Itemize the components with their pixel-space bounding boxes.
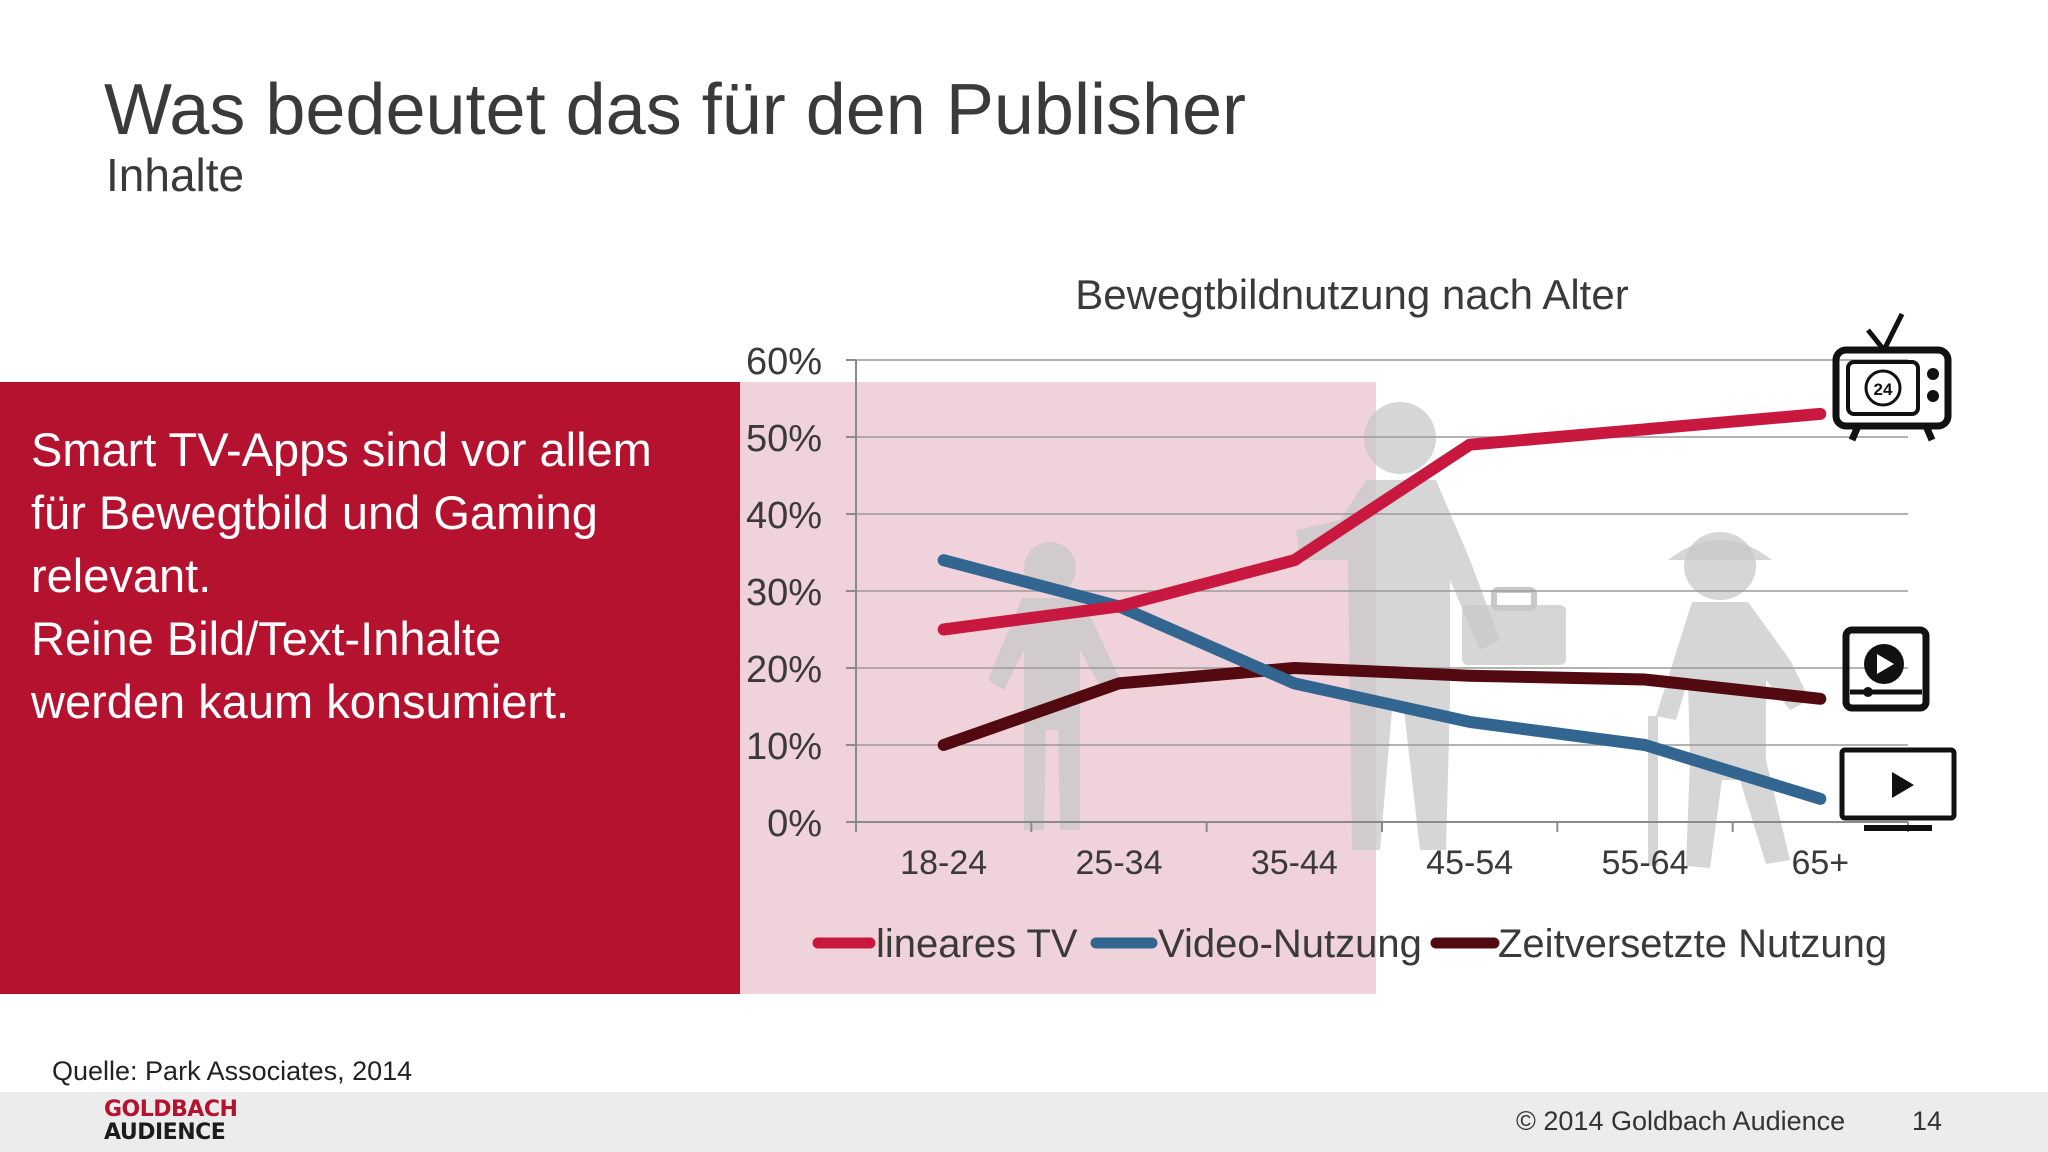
red-highlight-panel: [0, 382, 740, 994]
silhouette-people-icon: [988, 402, 1810, 868]
x-tick-label: 35-44: [1251, 844, 1338, 882]
x-axis-tick-labels: 18-24 25-34 35-44 45-54 55-64 65+: [900, 844, 1849, 882]
panel-text-line: werden kaum konsumiert.: [31, 675, 570, 728]
panel-text-line: für Bewegtbild und Gaming: [31, 486, 598, 539]
copyright-text: © 2014 Goldbach Audience: [1516, 1106, 1846, 1136]
y-tick-label: 30%: [746, 572, 822, 614]
y-tick-label: 50%: [746, 418, 822, 460]
y-tick-label: 60%: [746, 341, 822, 383]
y-tick-label: 40%: [746, 495, 822, 537]
panel-text-line: Reine Bild/Text-Inhalte: [31, 612, 502, 665]
y-tick-label: 10%: [746, 726, 822, 768]
tv-24-icon: 24: [1832, 312, 1952, 442]
chart-title: Bewegtbildnutzung nach Alter: [1075, 271, 1628, 318]
logo-line-1: GOLDBACH: [104, 1097, 238, 1122]
x-tick-label: 18-24: [900, 844, 987, 882]
series-lines: [937, 407, 1827, 805]
y-tick-label: 20%: [746, 649, 822, 691]
page-number: 14: [1912, 1106, 1943, 1136]
svg-text:24: 24: [1874, 380, 1893, 399]
x-tick-label: 65+: [1791, 844, 1849, 882]
series-line-video-nutzung: [937, 554, 1827, 805]
axes: [855, 360, 1909, 832]
legend-label-video-nutzung: Video-Nutzung: [1158, 922, 1422, 966]
source-note: Quelle: Park Associates, 2014: [52, 1056, 413, 1086]
monitor-play-icon: [1839, 747, 1957, 831]
series-line-lineares-tv: [937, 407, 1827, 636]
video-player-icon: [1842, 626, 1930, 712]
footer-bar: [0, 1092, 2048, 1152]
gridlines: [846, 359, 1908, 823]
x-tick-label: 55-64: [1602, 844, 1689, 882]
y-axis-tick-labels: 0% 10% 20% 30% 40% 50% 60%: [746, 341, 822, 845]
x-tick-label: 45-54: [1426, 844, 1513, 882]
slide-title: Was bedeutet das für den Publisher: [104, 70, 1247, 150]
slide-subtitle: Inhalte: [106, 149, 245, 201]
legend: lineares TV Video-Nutzung Zeitversetzte …: [812, 922, 1887, 966]
panel-text-line: Smart TV-Apps sind vor allem: [31, 423, 652, 476]
line-chart: Bewegtbildnutzung nach Alter 0% 10% 20% 30%…: [746, 271, 1957, 966]
series-line-zeitversetzte-nutzung: [937, 662, 1827, 751]
panel-text: Smart TV-Apps sind vor allem für Bewegtb…: [31, 418, 731, 733]
panel-text-line: relevant.: [31, 549, 212, 602]
legend-label-zeitversetzte-nutzung: Zeitversetzte Nutzung: [1498, 922, 1887, 966]
goldbach-logo: GOLDBACH AUDIENCE: [104, 1097, 238, 1145]
x-tick-label: 25-34: [1076, 844, 1163, 882]
y-tick-label: 0%: [767, 803, 822, 845]
legend-label-lineares-tv: lineares TV: [876, 922, 1078, 966]
logo-line-2: AUDIENCE: [104, 1120, 226, 1145]
